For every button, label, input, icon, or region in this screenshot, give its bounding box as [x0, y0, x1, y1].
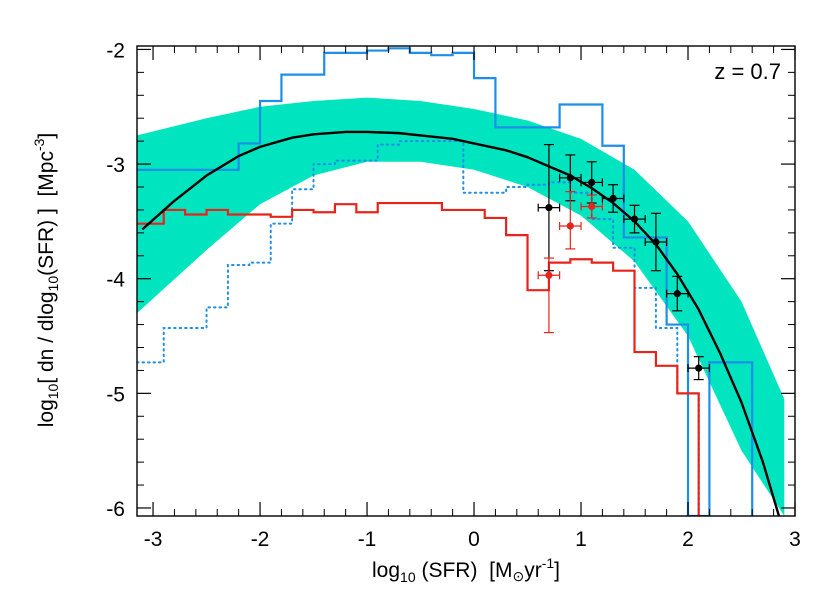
- data-marker: [588, 202, 596, 211]
- data-marker: [588, 178, 596, 187]
- x-tick-label: 0: [468, 528, 480, 551]
- data-marker: [545, 271, 553, 279]
- data-marker: [545, 204, 553, 212]
- data-marker: [566, 222, 574, 230]
- x-tick-label: 2: [682, 528, 694, 551]
- y-tick-label: -5: [106, 383, 125, 406]
- y-tick-label: -3: [106, 154, 125, 177]
- y-axis-title: log10[ dn / dlog10(SFR) ] [Mpc-3]: [31, 133, 61, 428]
- red_points-point-8: [537, 257, 561, 334]
- black_points-point-0: [537, 143, 561, 272]
- red_points-point-10: [580, 194, 604, 219]
- x-axis-title: log10 (SFR) [M⊙yr-1]: [372, 555, 560, 585]
- data-marker: [630, 215, 639, 223]
- black_points-point-7: [687, 356, 711, 381]
- black_points-point-5: [644, 212, 668, 272]
- data-marker: [609, 194, 617, 203]
- y-tick-label: -2: [106, 39, 125, 62]
- fit-curve: [141, 130, 781, 516]
- data-marker: [566, 174, 574, 182]
- axis-ticks: -3 -2 -1 0 1 2 3 -6 -5 -4 -3 -2: [106, 39, 801, 551]
- x-tick-label: 3: [789, 528, 801, 551]
- plot-frame: [136, 45, 796, 517]
- x-tick-label: 1: [575, 528, 587, 551]
- y-tick-label: -4: [106, 269, 125, 292]
- red_points-point-9: [559, 190, 582, 250]
- plot-area: [137, 47, 785, 516]
- data-marker: [695, 364, 703, 372]
- red-solid-histogram: [137, 201, 700, 516]
- y-tick-label: -6: [106, 498, 125, 521]
- redshift-annotation: z = 0.7: [714, 59, 781, 84]
- x-tick-label: -3: [144, 528, 163, 551]
- data-marker: [673, 290, 681, 298]
- black_points-point-3: [601, 184, 625, 213]
- uncertainty-band: [137, 97, 785, 516]
- black_points-point-4: [623, 204, 646, 234]
- black_points-point-6: [666, 275, 689, 312]
- x-tick-label: -2: [251, 528, 270, 551]
- x-tick-label: -1: [358, 528, 377, 551]
- data-marker: [652, 238, 660, 246]
